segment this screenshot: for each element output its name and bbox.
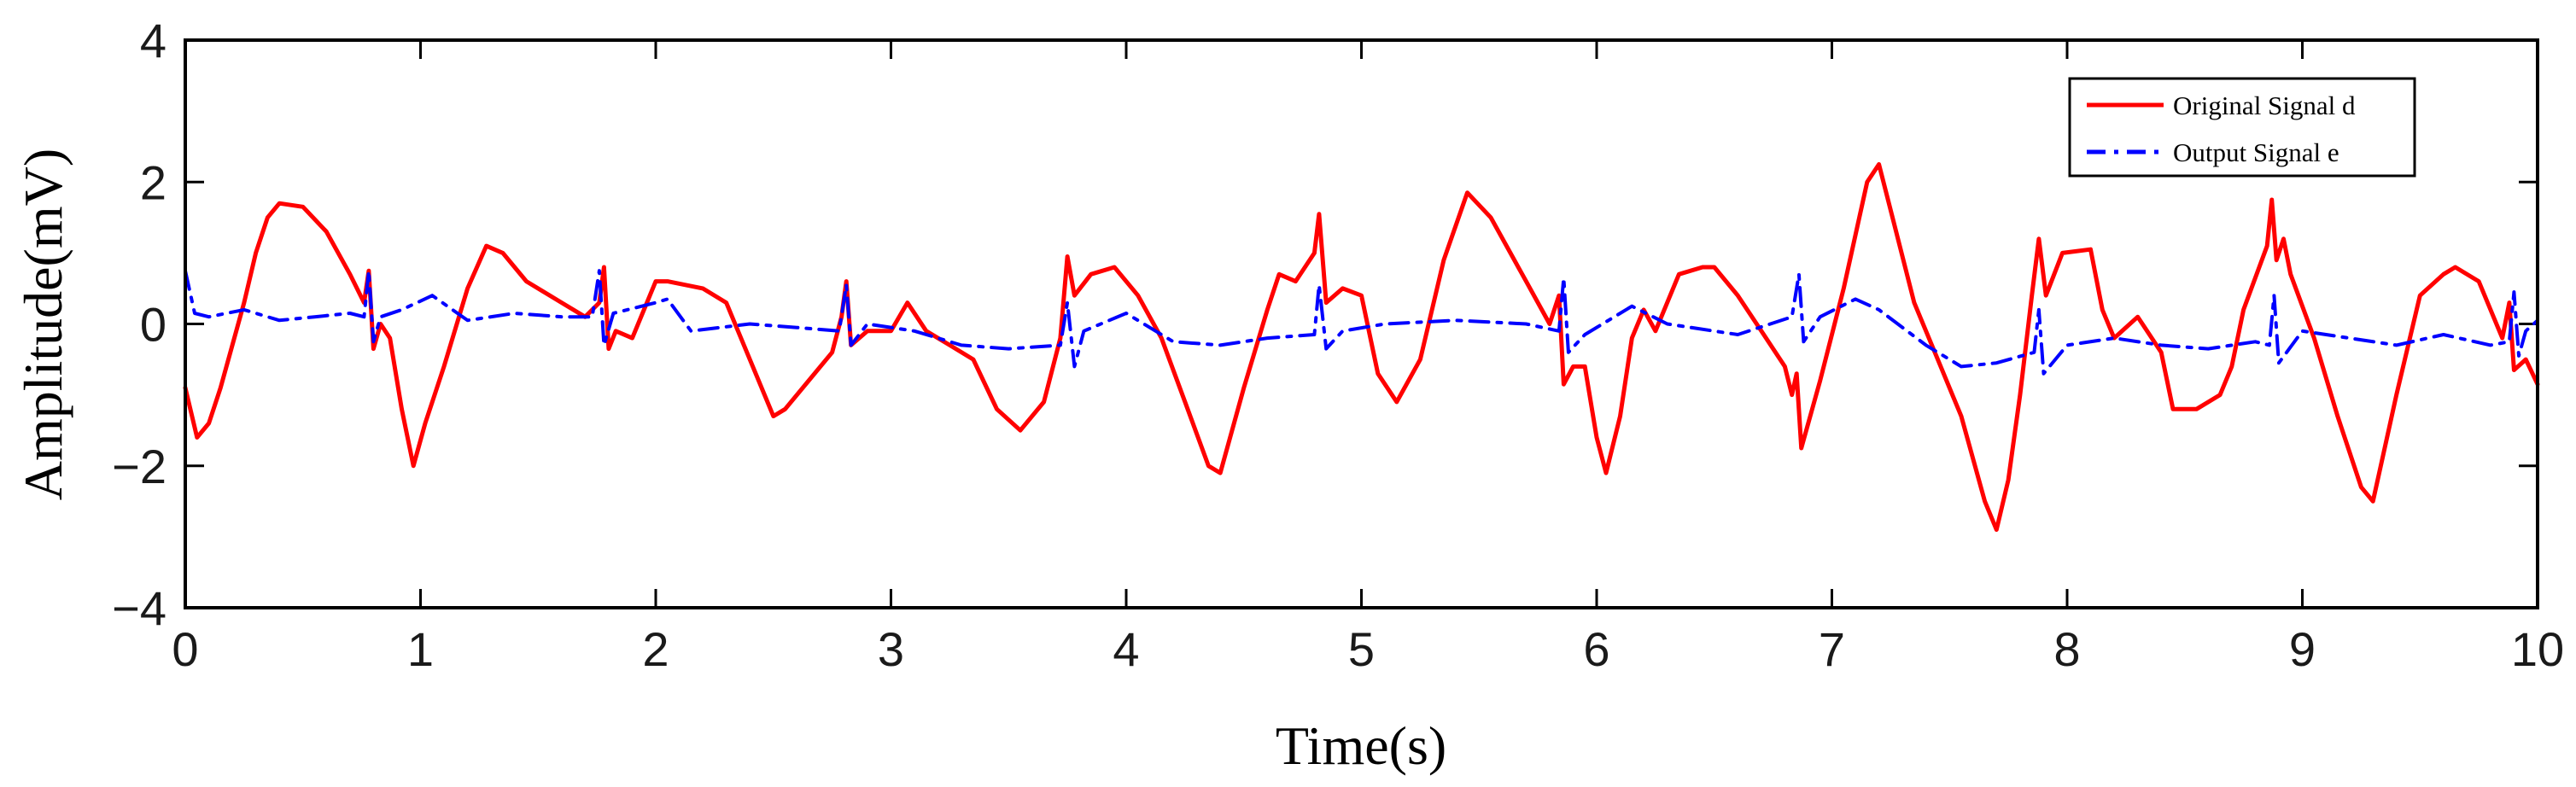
x-tick-label: 0	[172, 622, 198, 676]
x-axis-title: Time(s)	[1276, 715, 1446, 776]
x-tick-label: 7	[1819, 622, 1845, 676]
x-tick-label: 9	[2289, 622, 2316, 676]
y-tick-label: −2	[112, 440, 166, 493]
x-tick-label: 2	[642, 622, 669, 676]
y-tick-label: 4	[140, 14, 166, 67]
y-axis-title: Amplitude(mV)	[13, 149, 73, 500]
x-tick-label: 6	[1583, 622, 1609, 676]
y-axis: −4 −2 0 2 4	[112, 14, 2538, 635]
x-tick-label: 8	[2053, 622, 2080, 676]
series-layer	[183, 162, 2540, 533]
x-tick-label: 3	[878, 622, 904, 676]
x-axis: 0 1 2 3 4 5 6 7 8 9 10	[172, 40, 2564, 676]
y-tick-label: −4	[112, 581, 166, 635]
legend-label-output-signal: Output Signal e	[2173, 137, 2339, 167]
legend-label-original-signal: Original Signal d	[2173, 90, 2356, 120]
series-line-output-signal-e	[184, 269, 2539, 376]
x-tick-label: 4	[1113, 622, 1139, 676]
x-tick-label: 1	[407, 622, 434, 676]
legend-box	[2068, 77, 2416, 178]
series-line-original-signal-d	[183, 162, 2540, 533]
legend: Original Signal d Output Signal e	[2068, 77, 2416, 178]
y-tick-label: 0	[140, 298, 166, 352]
x-tick-label: 5	[1348, 622, 1375, 676]
x-tick-label: 10	[2511, 622, 2564, 676]
plot-frame	[184, 38, 2539, 609]
y-tick-label: 2	[140, 155, 166, 209]
